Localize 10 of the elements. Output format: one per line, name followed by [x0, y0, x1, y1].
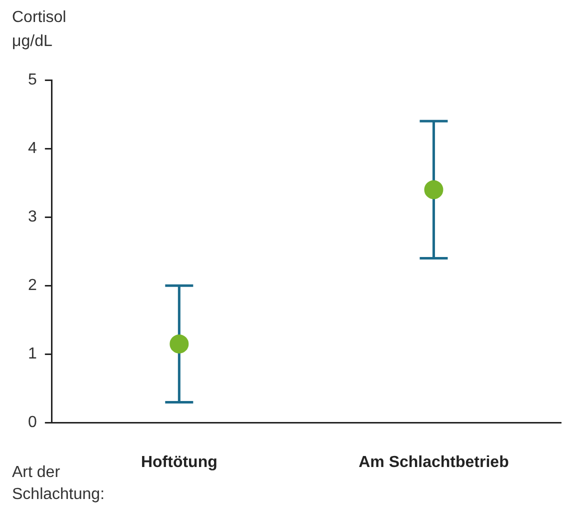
x-tick-label: Am Schlachtbetrieb	[358, 454, 510, 471]
x-axis-title: Art der Schlachtung:	[12, 463, 106, 505]
x-tick-label: Hoftötung	[140, 454, 218, 471]
y-tick-label: 0	[28, 414, 37, 432]
y-tick-label: 2	[28, 277, 37, 294]
y-tick-label: 3	[28, 208, 37, 226]
y-tick-label: 1	[28, 346, 37, 363]
y-axis-title: Cortisol μg/dL	[12, 8, 68, 52]
y-tick-label: 4	[28, 140, 37, 157]
y-tick-label: 5	[28, 71, 37, 88]
